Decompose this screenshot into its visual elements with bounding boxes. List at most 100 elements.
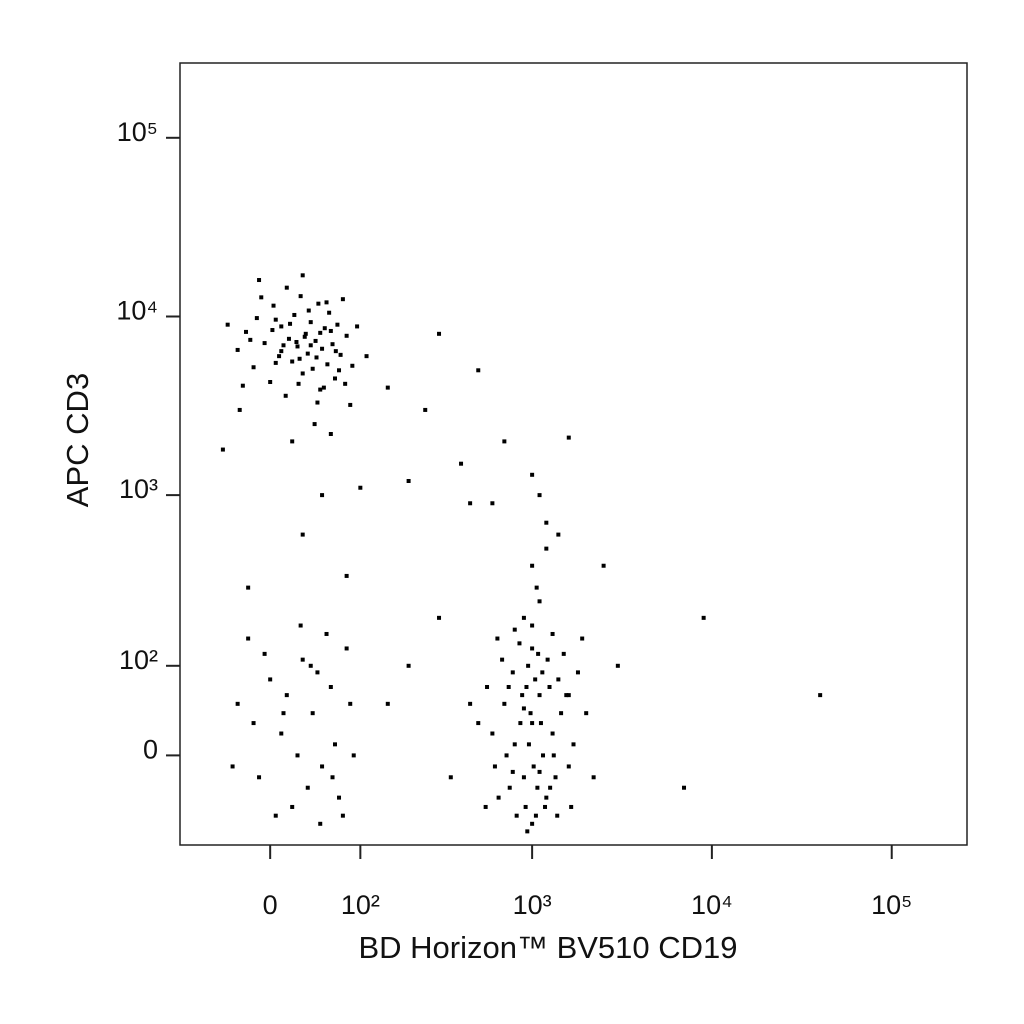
dot	[284, 693, 289, 698]
dot	[254, 316, 259, 321]
dot	[268, 677, 273, 682]
dot	[318, 387, 323, 392]
dot	[284, 285, 289, 290]
dot	[490, 731, 495, 736]
dot	[273, 317, 278, 322]
dot	[512, 627, 517, 632]
dot	[485, 684, 490, 689]
dot	[525, 829, 530, 834]
dot	[406, 478, 411, 483]
dot	[325, 362, 330, 367]
dot	[550, 631, 555, 636]
dot	[259, 295, 264, 300]
dot	[298, 623, 303, 628]
dot	[544, 795, 549, 800]
x-tick-label: 10⁵	[871, 890, 912, 920]
dot	[536, 651, 541, 656]
dot	[476, 721, 481, 726]
dot	[510, 670, 515, 675]
dot	[559, 711, 564, 716]
dot	[490, 501, 495, 506]
dot	[496, 795, 501, 800]
dot	[591, 775, 596, 780]
dot	[327, 310, 332, 315]
dot	[296, 381, 301, 386]
dot	[300, 273, 305, 278]
dot	[531, 764, 536, 769]
dot	[295, 344, 300, 349]
dot	[246, 636, 251, 641]
dot	[355, 324, 360, 329]
dot	[338, 352, 343, 357]
dot	[556, 532, 561, 537]
dot	[569, 804, 574, 809]
dot	[553, 775, 558, 780]
dot	[510, 769, 515, 774]
dot	[333, 349, 338, 354]
dot	[584, 711, 589, 716]
dot	[521, 615, 526, 620]
dot	[548, 785, 553, 790]
dot	[364, 354, 369, 359]
dot	[483, 804, 488, 809]
dot	[521, 775, 526, 780]
dot	[277, 354, 282, 359]
dot	[437, 615, 442, 620]
dot	[540, 670, 545, 675]
y-axis-title: APC CD3	[60, 373, 95, 507]
dot	[246, 585, 251, 590]
plot-frame	[179, 62, 968, 846]
y-tick-label: 10²	[119, 645, 158, 675]
dot	[308, 663, 313, 668]
dot	[551, 753, 556, 758]
dot	[530, 623, 535, 628]
dot	[526, 663, 531, 668]
dot	[459, 461, 464, 466]
dot	[512, 742, 517, 747]
dot	[344, 333, 349, 338]
dot	[543, 804, 548, 809]
dot	[235, 347, 240, 352]
dot	[230, 764, 235, 769]
dot	[514, 813, 519, 818]
dot	[251, 365, 256, 370]
dot	[257, 775, 262, 780]
dot	[273, 813, 278, 818]
dot	[308, 320, 313, 325]
dot	[292, 312, 297, 317]
dot	[235, 701, 240, 706]
dot	[526, 742, 531, 747]
y-tick-label: 0	[143, 735, 158, 765]
dot	[271, 303, 276, 308]
y-tick-label: 10³	[119, 474, 158, 504]
dot	[348, 701, 353, 706]
dot	[290, 804, 295, 809]
dot	[530, 646, 535, 651]
dot	[533, 677, 538, 682]
dot	[468, 701, 473, 706]
dot	[566, 435, 571, 440]
dot	[564, 693, 569, 698]
dot	[507, 785, 512, 790]
dot	[286, 336, 291, 341]
dot	[541, 753, 546, 758]
dot	[537, 599, 542, 604]
dot	[281, 343, 286, 348]
dot	[385, 701, 390, 706]
dot	[290, 359, 295, 364]
dot	[571, 742, 576, 747]
dot	[350, 363, 355, 368]
dot	[566, 693, 571, 698]
x-tick-label: 10²	[341, 890, 380, 920]
dot	[340, 297, 345, 302]
dot	[348, 402, 353, 407]
dot	[502, 439, 507, 444]
dot	[313, 338, 318, 343]
dot	[300, 657, 305, 662]
dot	[281, 711, 286, 716]
x-tick-label: 10⁴	[691, 890, 733, 920]
dot	[534, 585, 539, 590]
dot	[295, 753, 300, 758]
dot	[330, 342, 335, 347]
y-tick-label: 10⁵	[117, 117, 158, 147]
